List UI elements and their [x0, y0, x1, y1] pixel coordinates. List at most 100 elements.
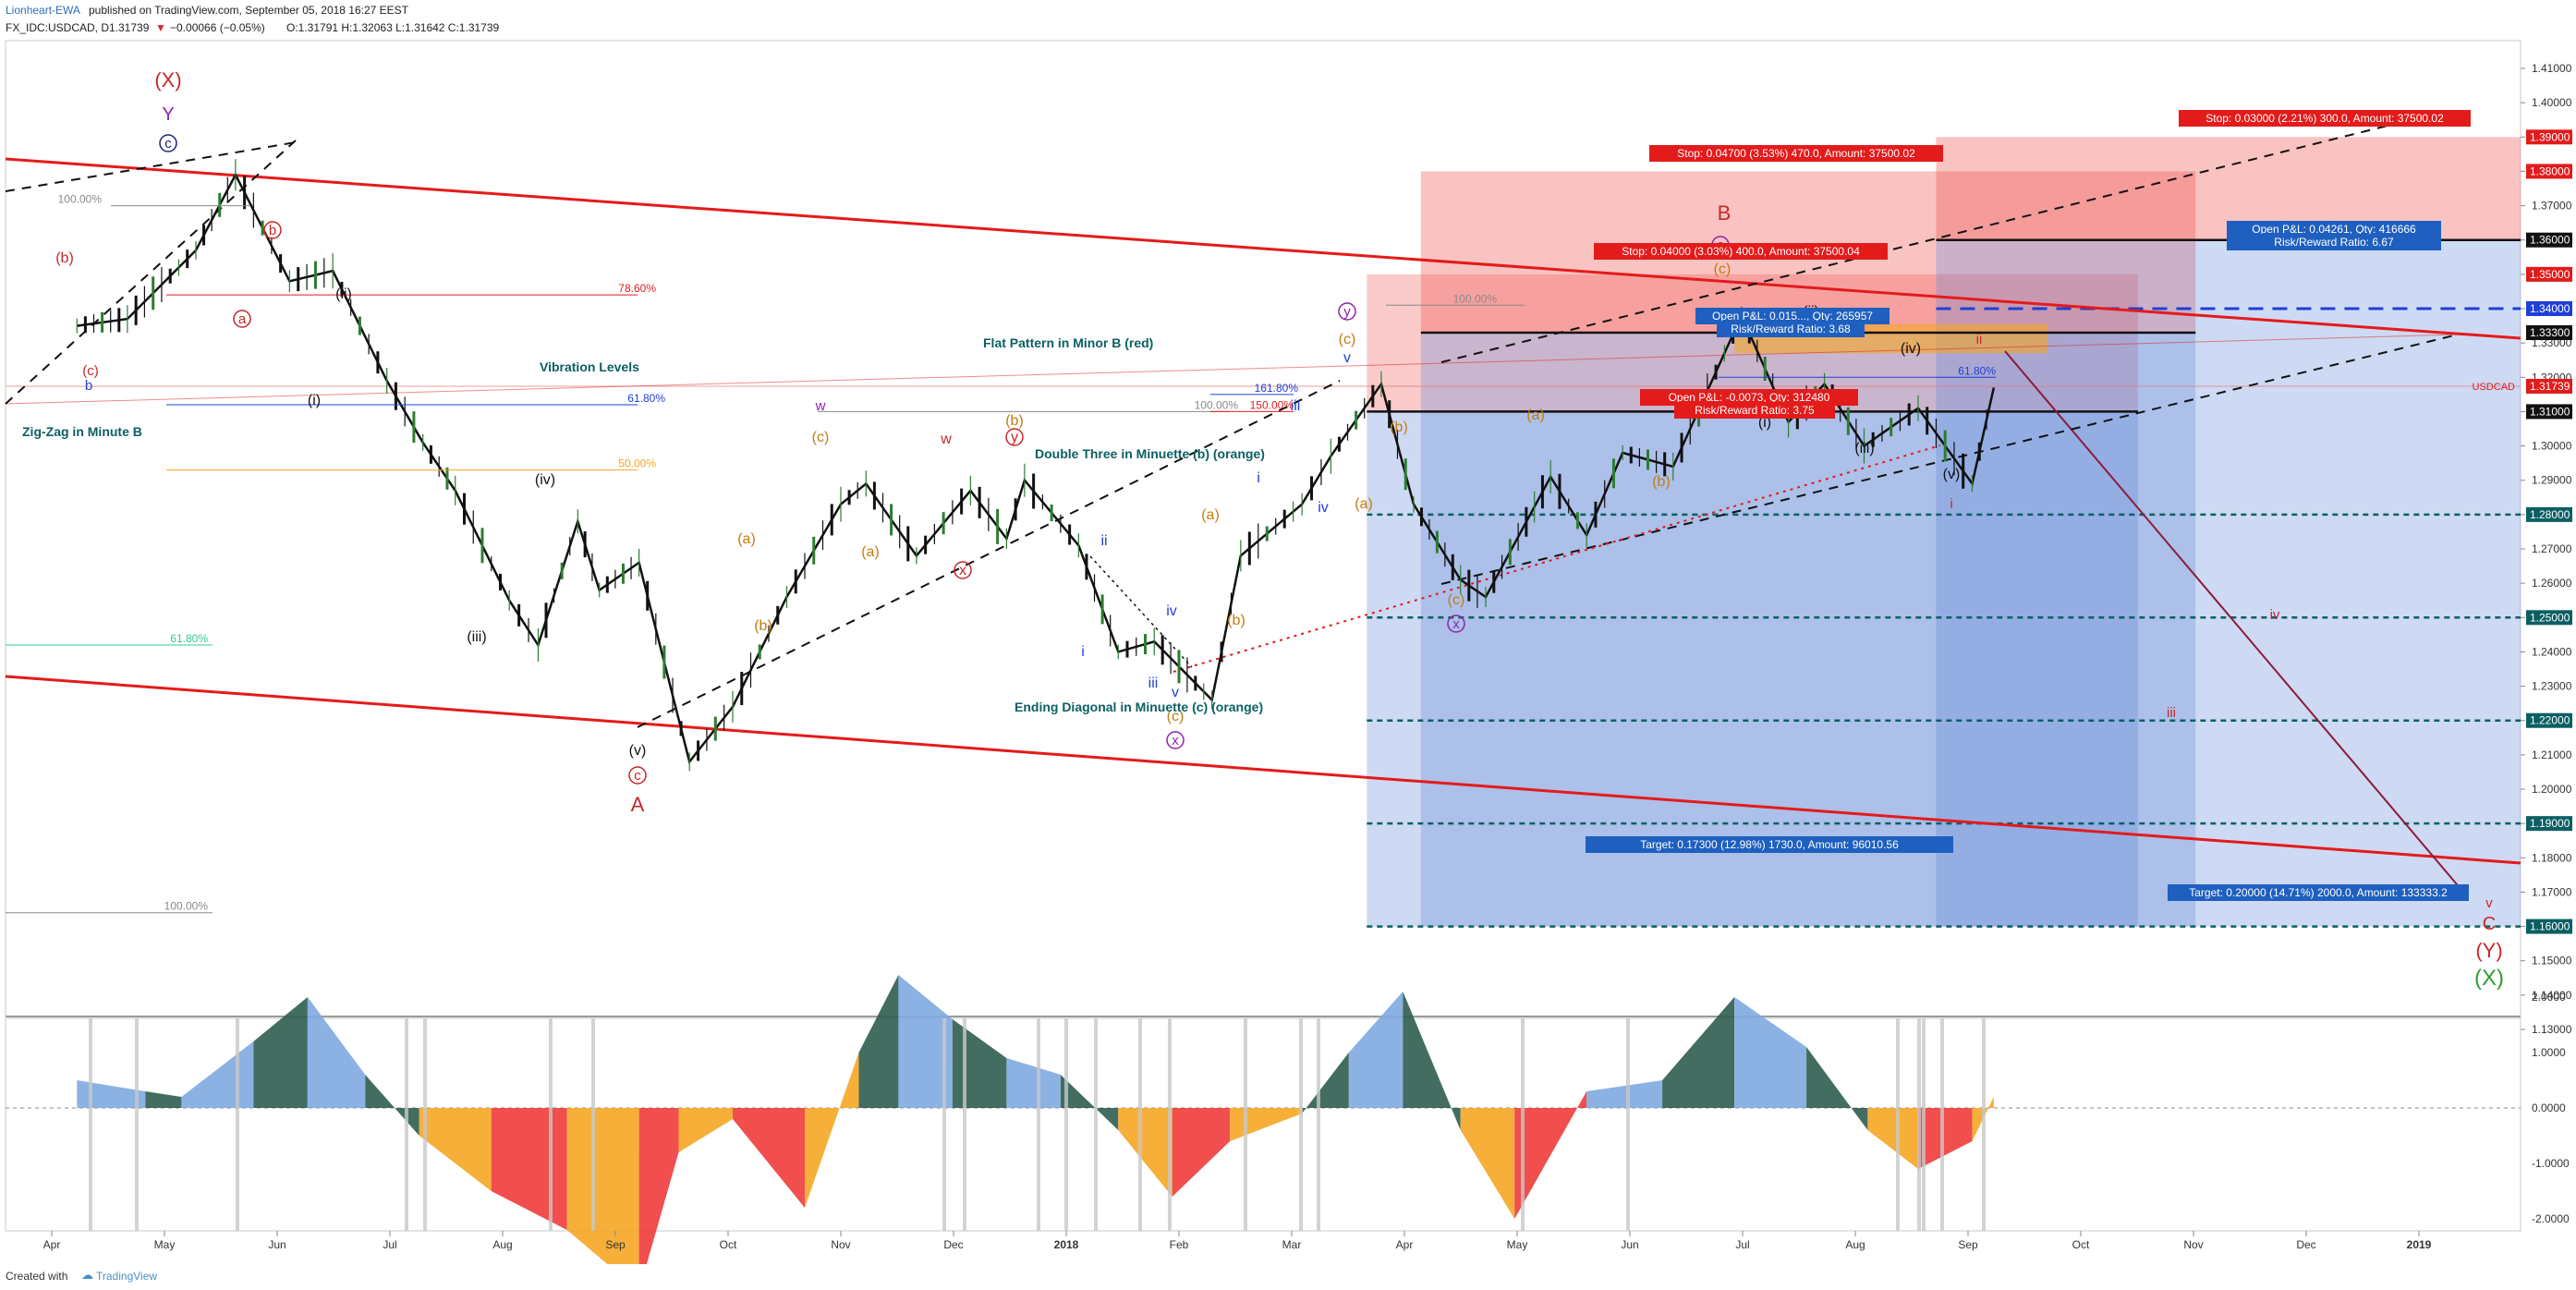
x-tick-label: Jun: [1621, 1238, 1638, 1251]
oscillator-area: [1006, 1058, 1061, 1108]
osc-tick-label: -2.0000: [2532, 1212, 2570, 1225]
oscillator-area: [1734, 997, 1807, 1108]
target-label-3-bg: [2168, 884, 2469, 901]
x-tick-label: Dec: [943, 1238, 963, 1251]
wave-label: (b): [754, 618, 772, 634]
stop-label-3: Stop: 0.03000 (2.21%) 300.0, Amount: 375…: [2205, 112, 2444, 125]
fib-levels: 100.00% 78.60% 61.80% 50.00% 61.80% 100.00% 10…: [6, 193, 1996, 914]
gray-marker: [1299, 1018, 1303, 1231]
wave-label: (b): [1005, 413, 1024, 429]
wave-label: (i): [308, 393, 321, 408]
tradingview-link[interactable]: TradingView: [96, 1270, 158, 1283]
channel-bottom-line: [5, 675, 2521, 865]
pnl-label-4-bg: [1695, 308, 1889, 324]
y-tick-label: 1.27000: [2532, 542, 2572, 555]
level-tag: 1.35000: [2530, 268, 2570, 281]
wave-label: x: [1452, 616, 1460, 632]
gray-marker: [236, 1018, 239, 1231]
ohlc-values: O:1.31791 H:1.32063 L:1.31642 C:1.31739: [286, 21, 500, 34]
gray-marker: [963, 1018, 966, 1231]
y-tick-label: 1.13000: [2532, 1023, 2572, 1036]
oscillator-area: [1230, 1108, 1303, 1141]
wave-label: w: [940, 432, 952, 447]
oscillator-area: [491, 1108, 567, 1230]
level-tag: 1.38000: [2530, 164, 2570, 177]
osc-tick-label: 2.0000: [2532, 991, 2566, 1004]
level-tag: 1.25000: [2530, 611, 2570, 624]
oscillator-area: [1867, 1108, 1918, 1169]
fib-label: 50.00%: [618, 457, 656, 470]
wave-circle: [263, 221, 282, 239]
wave-label: x: [959, 563, 966, 578]
time-axis[interactable]: Apr May Jun Jul Aug Sep Oct Nov Dec 2018 Feb Mar Apr…: [43, 1231, 2432, 1251]
y-tick-label: 1.23000: [2532, 680, 2572, 693]
target-zone-3: [1936, 239, 2521, 927]
wave-circle: [159, 134, 177, 152]
x-tick-label: Oct: [2072, 1238, 2090, 1251]
gray-marker: [1896, 1018, 1900, 1231]
wave-label: v: [2485, 895, 2493, 911]
x-tick-label: Nov: [831, 1238, 850, 1251]
position-labels: Stop: 0.04700 (3.53%) 470.0, Amount: 375…: [1586, 110, 2471, 901]
x-tick-label: 2019: [2407, 1238, 2432, 1251]
gray-marker: [1626, 1018, 1630, 1231]
oscillator-area: [365, 1075, 419, 1136]
wave-label: x: [1172, 733, 1179, 748]
oscillator-area: [1514, 1091, 1587, 1219]
channel-top-line: [5, 157, 2521, 340]
oscillator-pane: [6, 975, 2521, 1264]
oscillator-area: [733, 1108, 806, 1208]
position-zones: [1367, 137, 2521, 927]
dashed-trend-line: [1440, 334, 2459, 585]
stop-label-1-bg: [1649, 145, 1943, 162]
oscillator-area: [1460, 1108, 1515, 1219]
wave-label: (iii): [1854, 441, 1874, 456]
wave-label: (c): [1339, 332, 1356, 347]
symbol-tag: USDCAD: [2473, 382, 2516, 393]
chart-header: Lionheart-EWA published on TradingView.c…: [0, 0, 2576, 39]
wave-label: y: [1011, 430, 1018, 445]
wave-label: C: [2483, 914, 2496, 934]
gray-marker: [1940, 1018, 1944, 1231]
osc-tick-label: 0.0000: [2532, 1101, 2566, 1114]
wave-label: i: [1081, 644, 1085, 660]
wave-label: (a): [1526, 408, 1545, 423]
price-change: −0.00066 (−0.05%): [170, 21, 265, 34]
oscillator-area: [419, 1108, 492, 1191]
x-tick-label: May: [1507, 1238, 1528, 1251]
x-tick-label: Jun: [268, 1238, 286, 1251]
fib-label: 100.00%: [1195, 398, 1239, 411]
wave-label: A: [631, 793, 645, 816]
y-tick-label: 1.14000: [2532, 989, 2572, 1002]
wave-label: (b): [1390, 420, 1408, 435]
y-tick-label: 1.15000: [2532, 955, 2572, 968]
level-tag: 1.28000: [2530, 508, 2570, 521]
created-with-text: Created with: [6, 1270, 68, 1283]
gray-marker: [405, 1018, 408, 1231]
y-tick-label: 1.29000: [2532, 474, 2572, 487]
wave-labels: (X)Yc(b)b(c)ab(ii)(i)(iv)(iii)(v)cAw(c)(…: [55, 68, 2504, 991]
author-link[interactable]: Lionheart-EWA: [6, 4, 80, 17]
gray-marker: [1982, 1018, 1986, 1231]
level-tag: 1.33300: [2530, 326, 2570, 339]
oscillator-area: [1348, 992, 1403, 1108]
wave-circle: [954, 561, 972, 579]
chart-canvas[interactable]: 100.00% 78.60% 61.80% 50.00% 61.80% 100.00% 10…: [0, 39, 2576, 1264]
wave-circle: [233, 310, 251, 328]
gray-marker: [423, 1018, 427, 1231]
stop-label-2: Stop: 0.04000 (3.03%) 400.0, Amount: 375…: [1622, 245, 1860, 258]
level-tag-bg: [2526, 164, 2572, 179]
fib-label: 61.80%: [627, 392, 665, 405]
wave-label: ii: [1976, 332, 1983, 347]
wave-label: (c): [1167, 709, 1185, 724]
level-tag: 1.31000: [2530, 405, 2570, 418]
level-tag: 1.31739: [2530, 380, 2570, 393]
price-axis[interactable]: 1.13000 1.14000 1.15000 1.16000 1.17000 1.180…: [2473, 62, 2572, 1036]
oscillator-area: [253, 997, 308, 1108]
wave-label: (c): [812, 430, 830, 445]
target-zone-2: [1420, 333, 2196, 927]
wave-label: i: [1257, 470, 1260, 486]
gray-marker: [1037, 1018, 1040, 1231]
wave-label: (c): [1714, 262, 1732, 277]
